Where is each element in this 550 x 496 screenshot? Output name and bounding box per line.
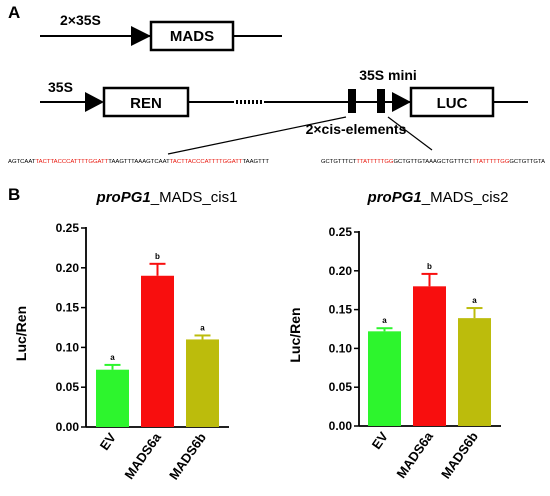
chart-cis1: proPG1_MADS_cis1 Luc/Ren 0.00 0.05 0.10 0.15 0…	[13, 189, 237, 483]
significance-letter: a	[110, 353, 115, 362]
y-tick-label: 0.25	[329, 225, 353, 239]
construct1-gene-label: MADS	[170, 28, 214, 45]
y-tick-label: 0.05	[329, 380, 353, 394]
y-axis-label: Luc/Ren	[13, 306, 29, 361]
seq-right-spacer: GCTGTTGTAAAGCTGTTTCT	[394, 159, 473, 165]
seq-right-flank-2: GCTGTTGTA	[509, 159, 545, 165]
chart-title-suffix: _MADS_cis2	[421, 189, 509, 206]
bar-ev	[368, 331, 401, 426]
minimal-promoter-label: 35S mini	[359, 67, 417, 83]
construct2-promoter-label: 35S	[48, 79, 73, 95]
y-tick-label: 0.05	[56, 380, 80, 394]
chart-title-italic: proPG1	[367, 189, 422, 206]
construct1-gene-box	[149, 20, 235, 52]
panel-b-letter: B	[8, 185, 20, 204]
y-tick-label: 0.10	[329, 341, 353, 355]
y-tick-label: 0.15	[329, 303, 353, 317]
cis2-sequence: GCTGTTTCT TTATTTTTGG GCTGTTGTAAAGCTGTTTCT T…	[321, 159, 545, 165]
chart-title: proPG1_MADS_cis2	[367, 189, 509, 206]
significance-letter: a	[472, 296, 477, 305]
y-tick-label: 0.20	[329, 264, 353, 278]
zoom-line-left	[167, 116, 347, 155]
chart-title-italic: proPG1	[96, 189, 151, 206]
construct-overexpression: 2×35S MADS	[40, 12, 282, 52]
construct2-promoter-arrow	[85, 92, 104, 112]
seq-right-element-2: TTATTTTTGG	[472, 159, 509, 165]
x-tick-label: EV	[97, 430, 119, 453]
bar-mads6b	[458, 318, 491, 426]
y-tick-label: 0.25	[56, 221, 80, 235]
cis-element-block-2	[377, 89, 385, 113]
significance-letter: a	[382, 316, 387, 325]
seq-left-element-1: TACTTACCCATTTTGGATT	[35, 159, 108, 165]
construct2-ren-label: REN	[130, 95, 162, 112]
y-axis-label: Luc/Ren	[287, 307, 303, 362]
construct2-luc-box	[409, 86, 495, 118]
bar-ev	[96, 369, 129, 427]
cis-elements-label: 2×cis-elements	[306, 121, 407, 137]
minimal-promoter-arrow	[392, 92, 411, 112]
cis1-sequence: AGTCAATTACTTACCCATTTTGGATT TAAGTTTAAAGTCA…	[8, 159, 270, 165]
seq-left-element-2: TACTTACCCATTTTGGATT	[170, 159, 243, 165]
chart-title-suffix: _MADS_cis1	[150, 189, 238, 206]
significance-letter: b	[155, 252, 160, 261]
y-tick-label: 0.00	[56, 420, 80, 434]
seq-left-spacer: TAAGTTTAAAGTCAAT	[108, 159, 170, 165]
y-tick-label: 0.00	[329, 419, 353, 433]
bar-mads6b	[186, 339, 219, 427]
zoom-line-right	[387, 116, 433, 151]
construct1-promoter-arrow	[131, 26, 151, 46]
x-tick-label: MADS6a	[393, 428, 436, 480]
y-tick-label: 0.10	[56, 340, 80, 354]
bar-mads6a	[141, 275, 174, 427]
seq-left-flank-1: AGTCAAT	[8, 159, 36, 165]
y-tick-label: 0.15	[56, 301, 80, 315]
significance-letter: a	[200, 323, 205, 332]
chart-cis2: proPG1_MADS_cis2 Luc/Ren 0.00 0.05 0.10 0.15 0…	[287, 189, 508, 482]
seq-left-flank-2: TAAGTTT	[242, 159, 269, 165]
cis-element-block-1	[348, 89, 356, 113]
construct2-luc-label: LUC	[437, 95, 468, 112]
panel-a-letter: A	[8, 3, 20, 22]
construct1-promoter-label: 2×35S	[60, 12, 101, 28]
significance-letter: b	[427, 262, 432, 271]
y-tick-label: 0.20	[56, 261, 80, 275]
x-tick-label: MADS6b	[438, 429, 481, 481]
bar-mads6a	[413, 286, 446, 426]
seq-right-element-1: TTATTTTTGG	[356, 159, 393, 165]
x-tick-label: MADS6a	[121, 429, 164, 481]
chart-title: proPG1_MADS_cis1	[96, 189, 238, 206]
construct-reporter: 35S REN 35S mini LUC 2×cis-elements	[40, 67, 528, 155]
seq-right-flank-1: GCTGTTTCT	[321, 159, 357, 165]
x-tick-label: MADS6b	[166, 430, 209, 482]
x-tick-label: EV	[369, 429, 391, 452]
